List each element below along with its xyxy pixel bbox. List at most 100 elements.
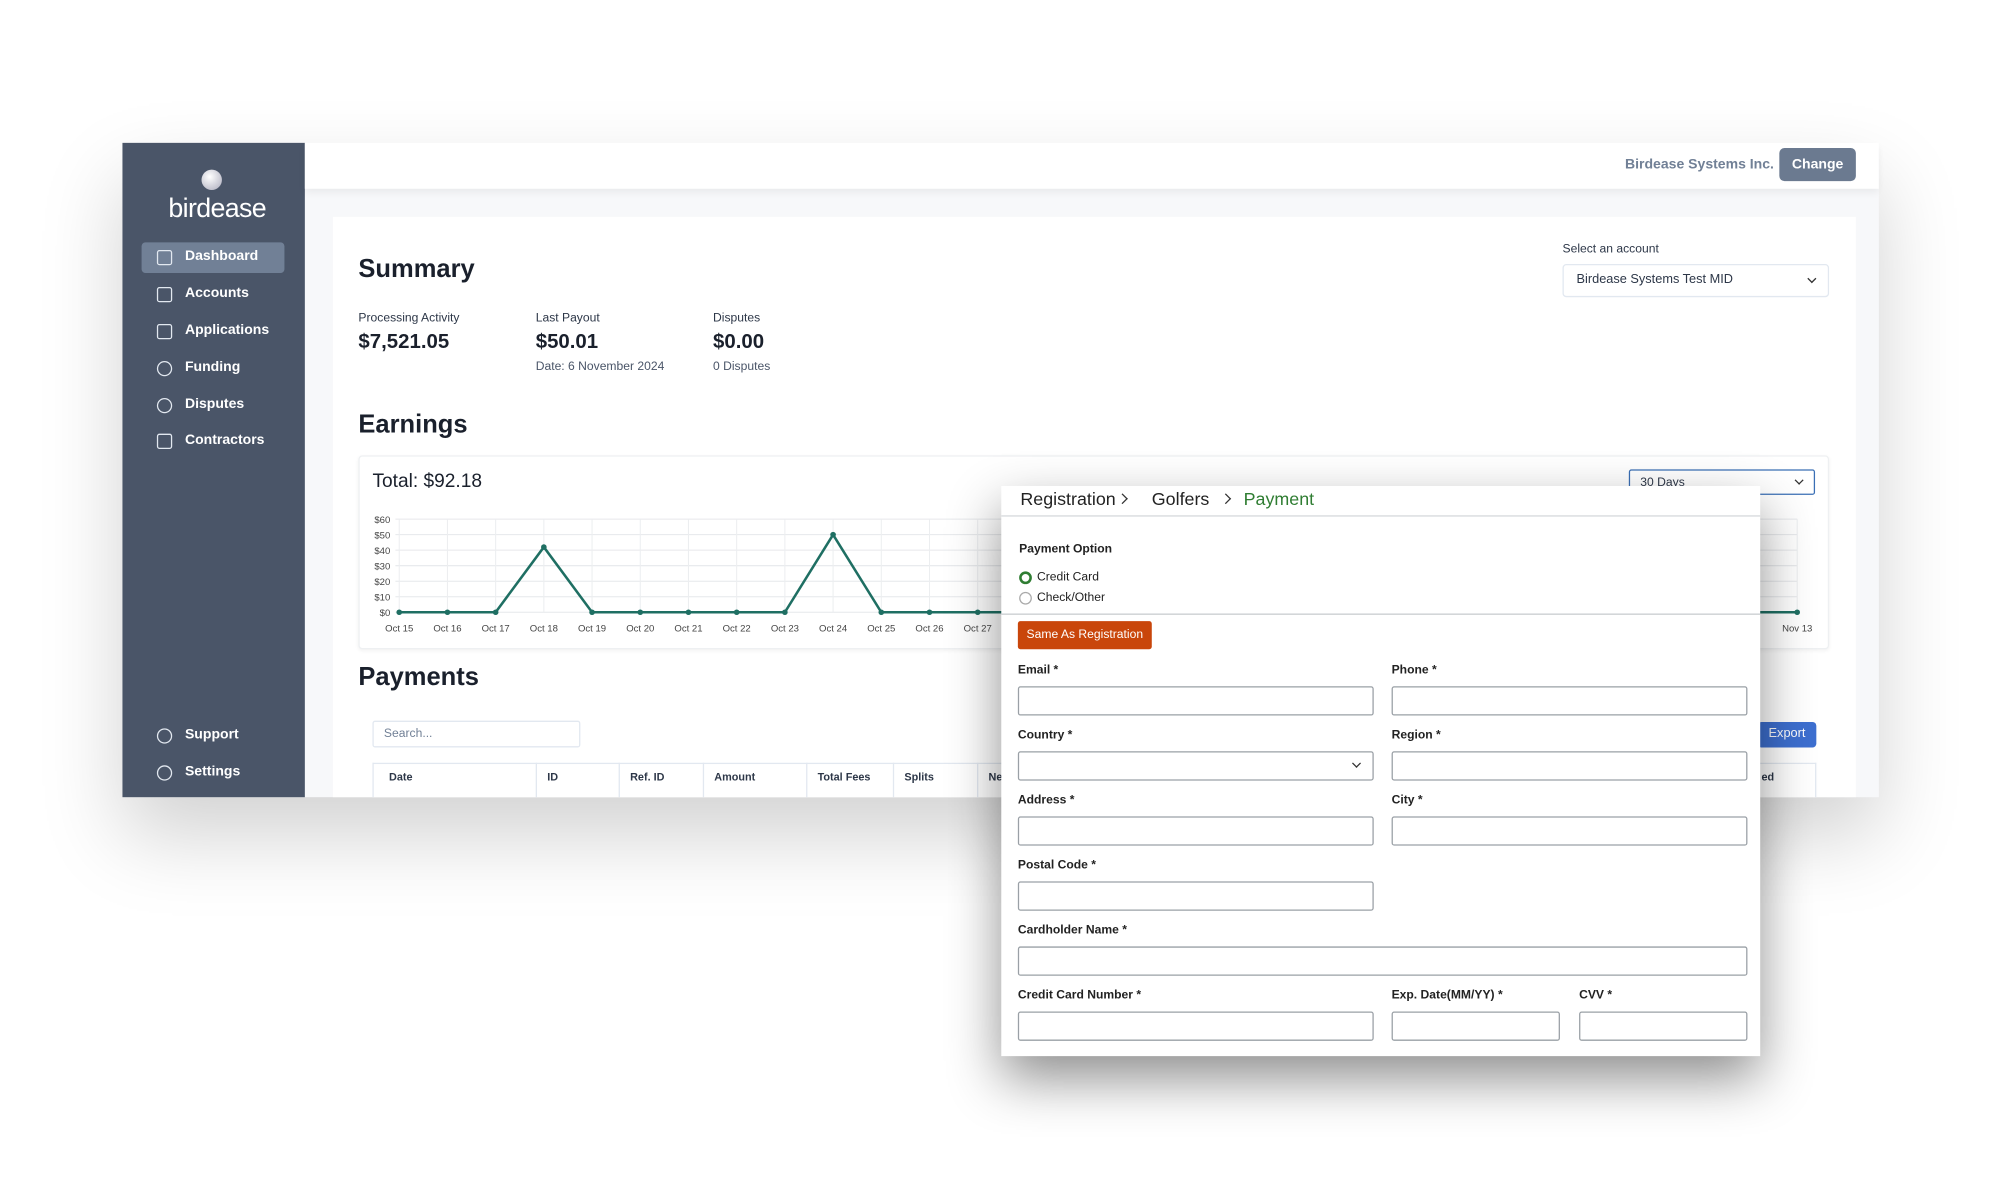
payments-title: Payments (358, 663, 479, 692)
stat-label: Disputes (713, 311, 761, 326)
change-button[interactable]: Change (1779, 147, 1856, 182)
nav-item[interactable]: Support (184, 727, 239, 743)
column-divider (618, 762, 620, 798)
nav-icon[interactable] (156, 323, 173, 340)
earnings-total: Total: $92.18 (372, 470, 483, 493)
divider (1001, 613, 1761, 615)
column-divider (977, 762, 979, 798)
breadcrumb-item[interactable]: Registration (1020, 488, 1116, 509)
column-header[interactable]: Splits (904, 770, 934, 784)
nav-active (141, 242, 285, 273)
field-input[interactable] (1579, 1011, 1748, 1041)
field-input[interactable] (1391, 751, 1748, 781)
data-point (396, 609, 403, 616)
x-tick-label: Oct 17 (482, 623, 510, 634)
nav-icon[interactable] (156, 360, 173, 377)
x-tick-label: Oct 23 (771, 623, 799, 634)
data-point (926, 609, 933, 616)
top-bar (304, 142, 1879, 189)
stat-value: $7,521.05 (358, 331, 450, 354)
search-input[interactable]: Search... (372, 720, 581, 748)
field-input[interactable] (1391, 816, 1748, 846)
nav-icon[interactable] (156, 286, 173, 303)
account-select[interactable]: Birdease Systems Test MID (1562, 264, 1830, 298)
breadcrumb-bar (1001, 486, 1761, 517)
column-header[interactable]: Amount (714, 770, 756, 784)
column-divider (892, 762, 895, 798)
y-tick-label: $30 (374, 562, 390, 573)
nav-icon[interactable] (156, 765, 173, 781)
column-divider (806, 762, 808, 798)
field-input[interactable] (1017, 881, 1374, 911)
x-tick-label: Oct 18 (530, 623, 558, 634)
nav-icon[interactable] (156, 397, 173, 414)
x-tick-label: Oct 21 (674, 623, 702, 634)
summary-title: Summary (358, 255, 475, 284)
data-point (685, 609, 692, 616)
y-tick-label: $50 (374, 530, 390, 541)
nav-item[interactable]: Disputes (184, 396, 245, 412)
column-header[interactable]: ID (547, 770, 559, 784)
range-value: 30 Days (1640, 475, 1685, 490)
export-button[interactable]: Export (1757, 721, 1817, 748)
radio-label[interactable]: Credit Card (1036, 570, 1099, 585)
data-point (637, 609, 644, 616)
account-value: Birdease Systems Test MID (1576, 272, 1733, 287)
stat-label: Processing Activity (358, 311, 460, 326)
x-tick-label: Oct 27 (964, 623, 992, 634)
data-point (782, 609, 788, 616)
nav-item[interactable]: Funding (184, 359, 241, 375)
logo-ball (201, 169, 222, 191)
y-tick-label: $0 (380, 608, 391, 619)
nav-item[interactable]: Accounts (184, 285, 249, 302)
radio[interactable] (1019, 591, 1032, 605)
x-tick-label: Oct 20 (626, 623, 654, 634)
field-input[interactable] (1391, 1011, 1560, 1041)
field-input[interactable] (1017, 946, 1748, 976)
field-label: City * (1391, 793, 1423, 808)
field-input[interactable] (1017, 816, 1374, 846)
data-point (1794, 609, 1800, 616)
nav-item[interactable]: Dashboard (184, 248, 259, 265)
breadcrumb-item[interactable]: Golfers (1151, 488, 1210, 509)
nav-item[interactable]: Contractors (184, 432, 265, 448)
column-divider (702, 762, 705, 798)
payment-option-label: Payment Option (1019, 542, 1113, 557)
same-as-button[interactable]: Same As Registration (1017, 621, 1152, 650)
logo: birdease (168, 193, 267, 224)
data-point (830, 531, 836, 538)
data-point (444, 609, 451, 616)
data-point (878, 609, 885, 616)
account-label: Select an account (1562, 242, 1659, 257)
x-tick-label: Oct 15 (385, 623, 413, 634)
x-tick-label: Oct 22 (723, 623, 751, 634)
nav-icon[interactable] (156, 728, 173, 744)
field-label: Email * (1017, 663, 1059, 678)
radio[interactable] (1019, 571, 1032, 585)
earnings-title: Earnings (358, 410, 468, 439)
x-tick-label: Oct 19 (578, 623, 606, 634)
field-input[interactable] (1017, 751, 1374, 781)
nav-item[interactable]: Settings (184, 764, 241, 780)
column-header[interactable]: Net (988, 770, 1006, 784)
nav-icon[interactable] (156, 249, 173, 266)
x-tick-label: Oct 25 (867, 623, 895, 634)
data-point (589, 609, 595, 616)
y-tick-label: $20 (374, 577, 390, 588)
column-header[interactable]: Ref. ID (630, 770, 665, 784)
field-label: CVV * (1579, 988, 1613, 1003)
field-input[interactable] (1391, 686, 1748, 716)
field-input[interactable] (1017, 686, 1374, 716)
column-header[interactable]: Date (389, 770, 413, 784)
column-header[interactable]: Total Fees (817, 770, 871, 784)
search-placeholder: Search... (383, 727, 433, 742)
stat-value: $0.00 (713, 331, 765, 354)
data-point (974, 609, 981, 616)
column-header[interactable]: ed (1761, 770, 1775, 784)
nav-icon[interactable] (156, 433, 173, 449)
radio-label[interactable]: Check/Other (1036, 590, 1106, 605)
nav-item[interactable]: Applications (184, 322, 270, 339)
field-input[interactable] (1017, 1011, 1374, 1041)
